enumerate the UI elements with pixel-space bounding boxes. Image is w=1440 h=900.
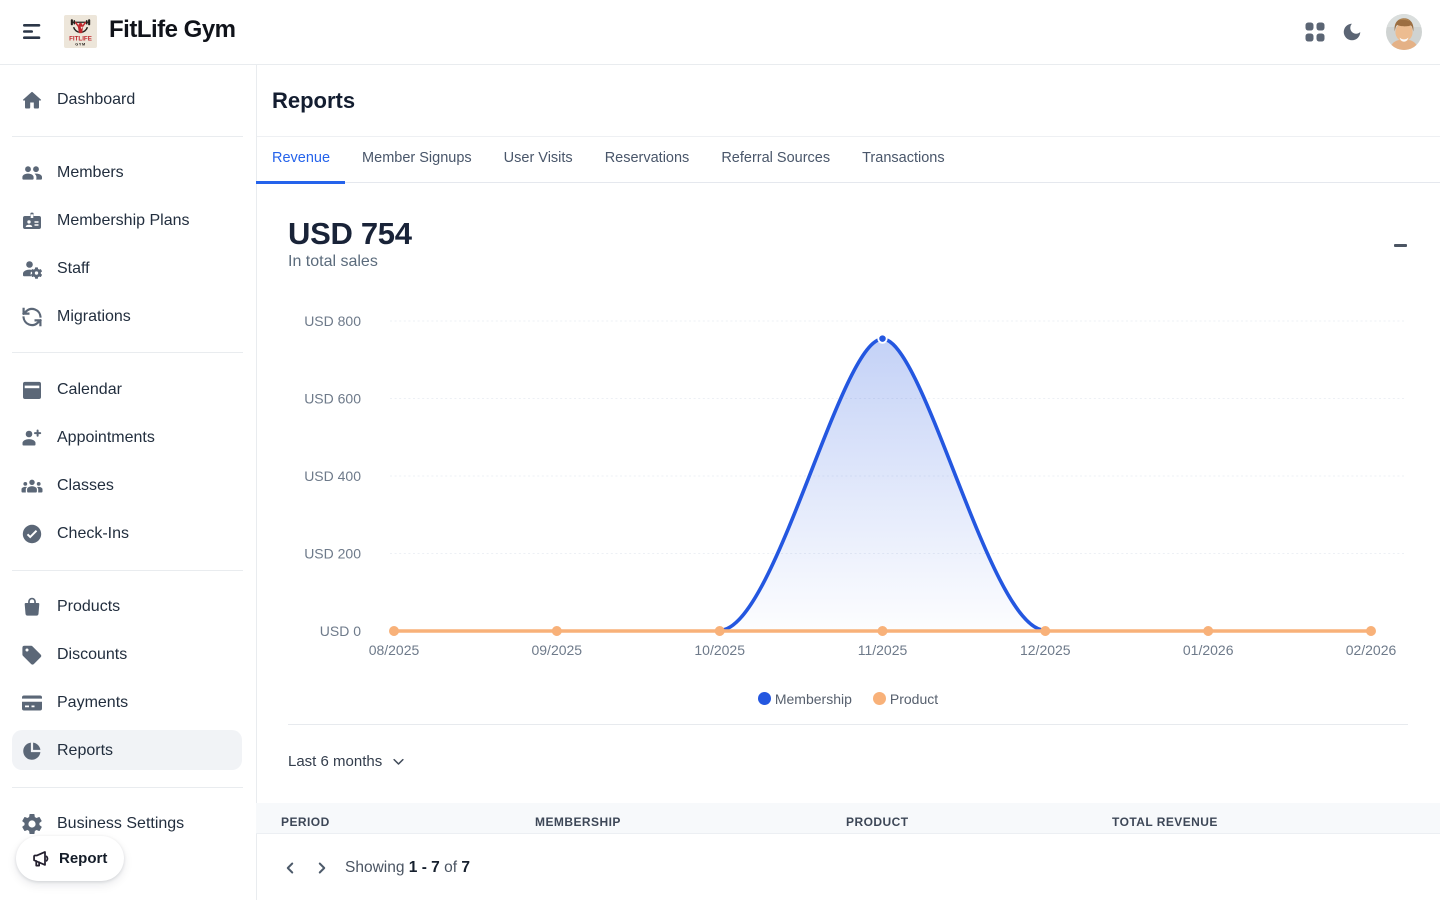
svg-text:USD 200: USD 200 bbox=[304, 546, 361, 562]
svg-text:08/2025: 08/2025 bbox=[369, 642, 420, 658]
svg-text:12/2025: 12/2025 bbox=[1020, 642, 1071, 658]
svg-text:USD 400: USD 400 bbox=[304, 468, 361, 484]
svg-text:09/2025: 09/2025 bbox=[531, 642, 582, 658]
svg-text:02/2026: 02/2026 bbox=[1346, 642, 1397, 658]
svg-text:GYM: GYM bbox=[75, 42, 85, 46]
svg-text:11/2025: 11/2025 bbox=[858, 642, 908, 658]
svg-text:USD 0: USD 0 bbox=[320, 623, 361, 639]
svg-text:10/2025: 10/2025 bbox=[694, 642, 745, 658]
svg-text:FITLIFE: FITLIFE bbox=[69, 36, 92, 43]
svg-text:USD 600: USD 600 bbox=[304, 391, 361, 407]
svg-text:USD 800: USD 800 bbox=[304, 313, 361, 329]
svg-text:01/2026: 01/2026 bbox=[1183, 642, 1234, 658]
